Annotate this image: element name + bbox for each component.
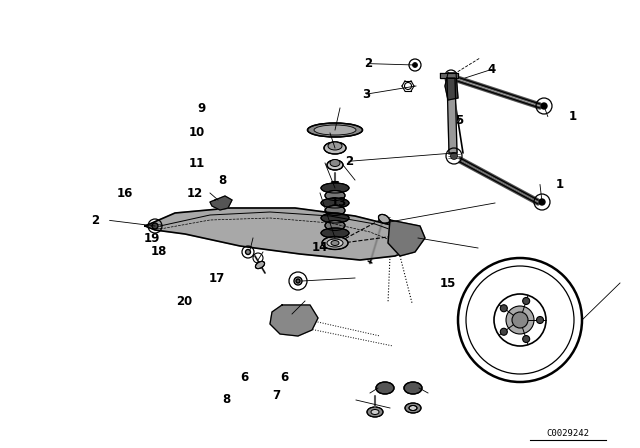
Circle shape [506, 306, 534, 334]
Text: 10: 10 [189, 125, 205, 139]
Ellipse shape [324, 142, 346, 154]
Ellipse shape [376, 382, 394, 394]
Ellipse shape [327, 160, 343, 170]
Ellipse shape [367, 407, 383, 417]
Text: 6: 6 [241, 370, 248, 384]
Circle shape [246, 250, 250, 254]
Text: 19: 19 [144, 232, 161, 245]
Polygon shape [270, 305, 318, 336]
Text: 4: 4 [488, 63, 495, 76]
Text: 1: 1 [569, 110, 577, 123]
Text: 8: 8 [222, 393, 230, 406]
Circle shape [296, 279, 300, 283]
Text: 6: 6 [280, 370, 288, 384]
Text: 18: 18 [150, 245, 167, 258]
Text: 16: 16 [116, 187, 133, 200]
Ellipse shape [409, 405, 417, 410]
Polygon shape [210, 196, 232, 210]
Polygon shape [388, 220, 425, 256]
Circle shape [512, 312, 528, 328]
Ellipse shape [325, 220, 345, 231]
Text: 13: 13 [331, 196, 348, 209]
Text: 17: 17 [208, 272, 225, 285]
Ellipse shape [371, 409, 379, 414]
Polygon shape [447, 78, 457, 153]
Text: 2: 2 [364, 57, 372, 70]
Text: 15: 15 [440, 276, 456, 290]
Ellipse shape [321, 213, 349, 223]
Circle shape [539, 199, 545, 205]
Ellipse shape [404, 382, 422, 394]
Ellipse shape [307, 123, 362, 137]
Text: 20: 20 [176, 294, 193, 308]
Ellipse shape [255, 261, 264, 269]
Ellipse shape [378, 215, 390, 224]
Circle shape [523, 297, 530, 305]
Polygon shape [445, 73, 458, 100]
Text: 2: 2 [345, 155, 353, 168]
Text: 7: 7 [273, 388, 280, 402]
Circle shape [152, 223, 158, 229]
Ellipse shape [325, 190, 345, 201]
Text: 3: 3 [363, 87, 371, 101]
Text: 8: 8 [218, 173, 226, 187]
Ellipse shape [330, 159, 340, 167]
Circle shape [536, 316, 543, 323]
Circle shape [541, 103, 547, 109]
Circle shape [500, 328, 508, 335]
Text: 2: 2 [91, 214, 99, 227]
Circle shape [500, 305, 508, 312]
Text: 1: 1 [556, 178, 564, 191]
Ellipse shape [322, 237, 348, 250]
Ellipse shape [321, 198, 349, 208]
Text: C0029242: C0029242 [547, 428, 589, 438]
Text: 14: 14 [312, 241, 328, 254]
Ellipse shape [405, 403, 421, 413]
Text: 11: 11 [189, 157, 205, 170]
Ellipse shape [331, 241, 339, 246]
Circle shape [294, 277, 302, 285]
Ellipse shape [321, 183, 349, 193]
Ellipse shape [328, 142, 342, 150]
Text: 9: 9 [198, 102, 205, 115]
Ellipse shape [327, 239, 343, 247]
Polygon shape [440, 73, 458, 78]
Ellipse shape [321, 228, 349, 238]
Text: 12: 12 [187, 187, 204, 200]
Polygon shape [145, 208, 415, 260]
Ellipse shape [314, 125, 356, 135]
Text: 5: 5 [456, 114, 463, 128]
Circle shape [413, 63, 417, 68]
Circle shape [523, 336, 530, 343]
Circle shape [451, 152, 458, 159]
Ellipse shape [325, 206, 345, 215]
